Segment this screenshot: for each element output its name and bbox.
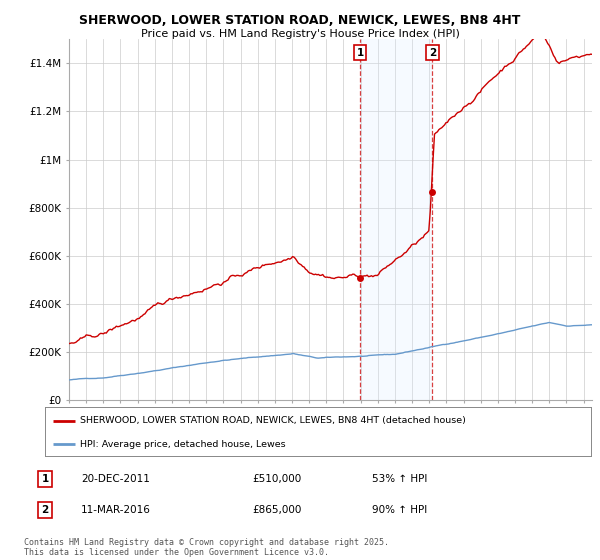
- Text: HPI: Average price, detached house, Lewes: HPI: Average price, detached house, Lewe…: [80, 440, 286, 449]
- Text: £510,000: £510,000: [252, 474, 301, 484]
- Text: 90% ↑ HPI: 90% ↑ HPI: [372, 505, 427, 515]
- Text: 2: 2: [429, 48, 436, 58]
- Text: 53% ↑ HPI: 53% ↑ HPI: [372, 474, 427, 484]
- Text: SHERWOOD, LOWER STATION ROAD, NEWICK, LEWES, BN8 4HT: SHERWOOD, LOWER STATION ROAD, NEWICK, LE…: [79, 14, 521, 27]
- Text: £865,000: £865,000: [252, 505, 301, 515]
- Text: 1: 1: [41, 474, 49, 484]
- Text: 20-DEC-2011: 20-DEC-2011: [81, 474, 150, 484]
- Bar: [360, 39, 433, 400]
- Text: Contains HM Land Registry data © Crown copyright and database right 2025.
This d: Contains HM Land Registry data © Crown c…: [24, 538, 389, 557]
- Text: 2: 2: [41, 505, 49, 515]
- Text: 11-MAR-2016: 11-MAR-2016: [81, 505, 151, 515]
- Text: 1: 1: [356, 48, 364, 58]
- Text: SHERWOOD, LOWER STATION ROAD, NEWICK, LEWES, BN8 4HT (detached house): SHERWOOD, LOWER STATION ROAD, NEWICK, LE…: [80, 417, 466, 426]
- Text: Price paid vs. HM Land Registry's House Price Index (HPI): Price paid vs. HM Land Registry's House …: [140, 29, 460, 39]
